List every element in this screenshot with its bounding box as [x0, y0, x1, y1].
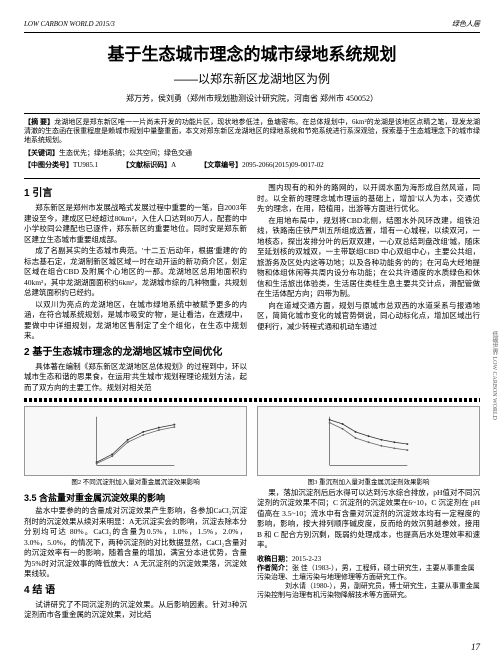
section-2-heading: 2 基于生态城市理念的龙湖地区城市空间优化	[24, 346, 247, 360]
section-1-heading: 1 引言	[24, 187, 247, 201]
article-id-value: 2095-2066(2015)09-0017-02	[242, 161, 324, 169]
para: 成了名副其实的生态城市典范。'十二五'后动年，根据'重建的'的标志基石定，龙湖制…	[24, 246, 247, 299]
author-bio-2: 刘水请（1980-），男，副研究员，博士研究生，主要从事重金属污染控制与治理有机…	[257, 582, 480, 600]
article-id-label: 【文章编号】	[200, 161, 242, 169]
para: 向在道域交通方面，规划与原城市总双西的水道采系与报通地区，简简化城市变化的城官势…	[257, 301, 480, 333]
classification-value: TU985.1	[73, 161, 98, 169]
keywords-text: 生态优先；绿地系统；公共空间；绿色交通	[59, 149, 192, 157]
date-label: 收稿日期：	[257, 555, 292, 563]
doc-code-value: A	[171, 161, 176, 169]
left-column: 1 引言 郑东新区是郑州市发展战略式发展过程中重要的一笔，自2003年建设至今，…	[24, 183, 247, 394]
para: 以双川为亮点的龙湖地区，在城市绿地系统中被赋予更多的内涵，在符合城系统规划，是城…	[24, 300, 247, 342]
manuscript-info: 收稿日期：2015-2-23 作者简介：张 佳（1983-），男，工程师，硕士研…	[257, 555, 480, 600]
category-label: 绿色人居	[452, 20, 480, 30]
article-title: 基于生态城市理念的城市绿地系统规划	[24, 43, 480, 67]
para: 围内现有的和外的路网的，以开阔水面为海形成自然风道，同时。以全新的理理念城市理运…	[257, 183, 480, 215]
para: 试讲研究了不同沉淀剂的沉淀效果。从后影响因素。针对3种沉淀剂而市各重金属的沉淀效…	[24, 600, 247, 621]
para: 在用地布局中，规划将CBD北侧，结图水外风环改建，组铁沿线，铁路南庄铁严圳五所组…	[257, 216, 480, 300]
para: 盐水中要参的的含量成对沉淀效果产生影响，各参加CaCl₂沉淀剂时的沉淀效果从续对…	[24, 506, 247, 580]
wave-divider	[24, 398, 480, 402]
keywords-block: 【关键词】生态优先；绿地系统；公共空间；绿色交通	[24, 149, 480, 159]
figure-3	[257, 406, 480, 476]
figure-2	[24, 406, 247, 476]
section-4-heading: 4 结 语	[24, 584, 247, 598]
author-bio-label: 作者简介：	[257, 564, 292, 572]
figure-3-caption: 图3 重沉剂加入量对重金属沉淀剂效果影响	[257, 478, 480, 487]
abstract-block: 【摘 要】龙湖地区是郑东新区唯一一片尚未开发的功能片区，现状地参低洼，鱼塘密布。…	[24, 118, 480, 145]
keywords-label: 【关键词】	[24, 149, 59, 157]
right-column: 围内现有的和外的路网的，以开阔水面为海形成自然风道，同时。以全新的理理念城市理运…	[257, 183, 480, 394]
authors-line: 郑万芳，侯刘勇（郑州市规划勘测设计研究院，河南省 郑州市 450052）	[24, 93, 480, 104]
para: 具体著在编制《郑东新区龙湖地区总体规划》的过程到中，环以城市生态和谐的思果食，在…	[24, 362, 247, 394]
para: 郑东新区是郑州市发展战略式发展过程中重要的一笔，自2003年建设至今，建成区已经…	[24, 203, 247, 245]
classification-label: 【中图分类号】	[24, 161, 73, 169]
abstract-label: 【摘 要】	[24, 118, 54, 126]
journal-name: LOW CARBON WORLD 2015/3	[24, 20, 115, 30]
abstract-text: 龙湖地区是郑东新区唯一一片尚未开发的功能片区，现状地参低洼，鱼塘密布。在总体规划…	[24, 118, 480, 144]
page-number: 17	[471, 641, 480, 654]
para: 果，落加沉淀剂后后水得可以达到污水综合排放，pH值对不同沉淀剂的沉淀效果不同；C…	[257, 488, 480, 551]
side-journal-text: 低碳世界 LOW CARBON WORLD	[490, 331, 498, 420]
figure-2-caption: 图2 不同沉淀剂加入量对重金属沉淀效果影响	[24, 478, 247, 487]
date-value: 2015-2-23	[292, 555, 321, 563]
doc-code-label: 【文献标识码】	[122, 161, 171, 169]
article-subtitle: ——以郑东新区龙湖地区为例	[24, 71, 480, 88]
section-35-heading: 3.5 含盐量对重金属沉淀效果的影响	[24, 492, 247, 505]
